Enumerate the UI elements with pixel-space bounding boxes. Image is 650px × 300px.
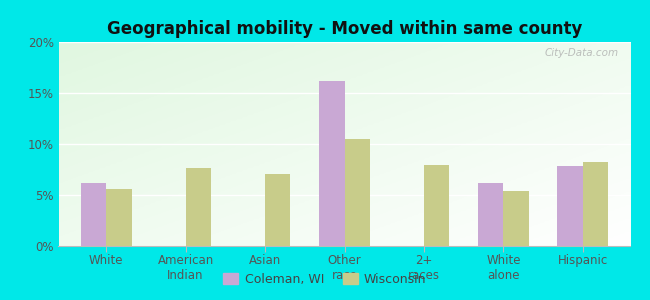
Title: Geographical mobility - Moved within same county: Geographical mobility - Moved within sam… xyxy=(107,20,582,38)
Text: City-Data.com: City-Data.com xyxy=(545,48,619,58)
Legend: Coleman, WI, Wisconsin: Coleman, WI, Wisconsin xyxy=(218,268,432,291)
Bar xyxy=(344,139,370,246)
Bar xyxy=(186,169,211,246)
Bar xyxy=(106,189,131,246)
Bar xyxy=(265,174,291,246)
Bar xyxy=(319,81,344,246)
Bar xyxy=(478,183,503,246)
Bar xyxy=(558,167,583,246)
Bar xyxy=(583,162,608,246)
Bar xyxy=(424,165,449,246)
Bar xyxy=(503,191,529,246)
Bar xyxy=(81,183,106,246)
